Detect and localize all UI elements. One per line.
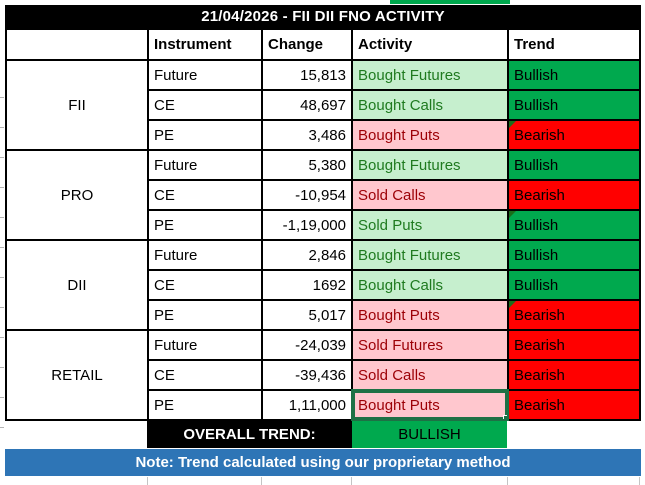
column-gridline (351, 477, 352, 485)
column-gridline (147, 477, 148, 485)
activity-cell[interactable]: Bought Puts (353, 121, 507, 149)
activity-cell[interactable]: Sold Futures (353, 331, 507, 359)
trend-cell[interactable]: Bearish (509, 331, 639, 359)
instrument-cell[interactable]: Future (149, 331, 261, 359)
instrument-cell[interactable]: CE (149, 361, 261, 389)
activity-cell[interactable]: Bought Futures (353, 241, 507, 269)
header-trend[interactable]: Trend (509, 30, 639, 59)
activity-cell[interactable]: Bought Puts (353, 301, 507, 329)
instrument-cell[interactable]: PE (149, 391, 261, 419)
instrument-cell[interactable]: Future (149, 151, 261, 179)
overall-trend-value[interactable]: BULLISH (352, 421, 507, 448)
activity-cell[interactable]: Sold Calls (353, 361, 507, 389)
instrument-cell[interactable]: CE (149, 181, 261, 209)
header-activity[interactable]: Activity (353, 30, 507, 59)
instrument-cell[interactable]: PE (149, 301, 261, 329)
trend-cell[interactable]: Bearish (509, 361, 639, 389)
trend-cell[interactable]: Bearish (509, 121, 639, 149)
page-title: 21/04/2026 - FII DII FNO ACTIVITY (5, 5, 641, 28)
change-cell[interactable]: -10,954 (263, 181, 351, 209)
instrument-cell[interactable]: PE (149, 211, 261, 239)
instrument-cell[interactable]: PE (149, 121, 261, 149)
column-gridline (261, 477, 262, 485)
activity-cell[interactable]: Bought Futures (353, 61, 507, 89)
trend-cell[interactable]: Bullish (509, 91, 639, 119)
change-cell[interactable]: 48,697 (263, 91, 351, 119)
change-cell[interactable]: -39,436 (263, 361, 351, 389)
activity-cell[interactable]: Sold Calls (353, 181, 507, 209)
change-cell[interactable]: 1692 (263, 271, 351, 299)
change-cell[interactable]: 5,380 (263, 151, 351, 179)
change-cell[interactable]: -24,039 (263, 331, 351, 359)
change-cell[interactable]: 3,486 (263, 121, 351, 149)
instrument-cell[interactable]: Future (149, 61, 261, 89)
overall-trend-label: OVERALL TREND: (147, 421, 352, 448)
activity-cell[interactable]: Bought Futures (353, 151, 507, 179)
change-cell[interactable]: 1,11,000 (263, 391, 351, 419)
activity-cell[interactable]: Sold Puts (353, 211, 507, 239)
trend-cell[interactable]: Bullish (509, 271, 639, 299)
activity-cell-selected[interactable]: Bought Puts (353, 391, 507, 419)
column-gridline (639, 477, 640, 485)
fno-activity-table: Instrument Change Activity Trend FII PRO… (5, 28, 641, 421)
trend-cell[interactable]: Bearish (509, 391, 639, 419)
overall-trend-row: OVERALL TREND: BULLISH (5, 421, 641, 448)
activity-cell[interactable]: Bought Calls (353, 271, 507, 299)
instrument-cell[interactable]: Future (149, 241, 261, 269)
column-gridline (507, 477, 508, 485)
change-cell[interactable]: 5,017 (263, 301, 351, 329)
change-cell[interactable]: -1,19,000 (263, 211, 351, 239)
trend-cell[interactable]: Bullish (509, 151, 639, 179)
group-label-fii[interactable]: FII (7, 61, 147, 149)
header-group[interactable] (7, 30, 147, 59)
change-cell[interactable]: 15,813 (263, 61, 351, 89)
trend-cell[interactable]: Bullish (509, 61, 639, 89)
instrument-cell[interactable]: CE (149, 271, 261, 299)
activity-cell[interactable]: Bought Calls (353, 91, 507, 119)
group-label-retail[interactable]: RETAIL (7, 331, 147, 419)
trend-cell[interactable]: Bearish (509, 301, 639, 329)
header-change[interactable]: Change (263, 30, 351, 59)
instrument-cell[interactable]: CE (149, 91, 261, 119)
trend-cell[interactable]: Bearish (509, 181, 639, 209)
change-cell[interactable]: 2,846 (263, 241, 351, 269)
row-gridline-ticks (0, 68, 4, 440)
note-banner: Note: Trend calculated using our proprie… (5, 449, 641, 476)
group-label-dii[interactable]: DII (7, 241, 147, 329)
trend-cell[interactable]: Bullish (509, 241, 639, 269)
trend-cell[interactable]: Bullish (509, 211, 639, 239)
header-instrument[interactable]: Instrument (149, 30, 261, 59)
partial-cell-above (390, 0, 510, 4)
group-label-pro[interactable]: PRO (7, 151, 147, 239)
